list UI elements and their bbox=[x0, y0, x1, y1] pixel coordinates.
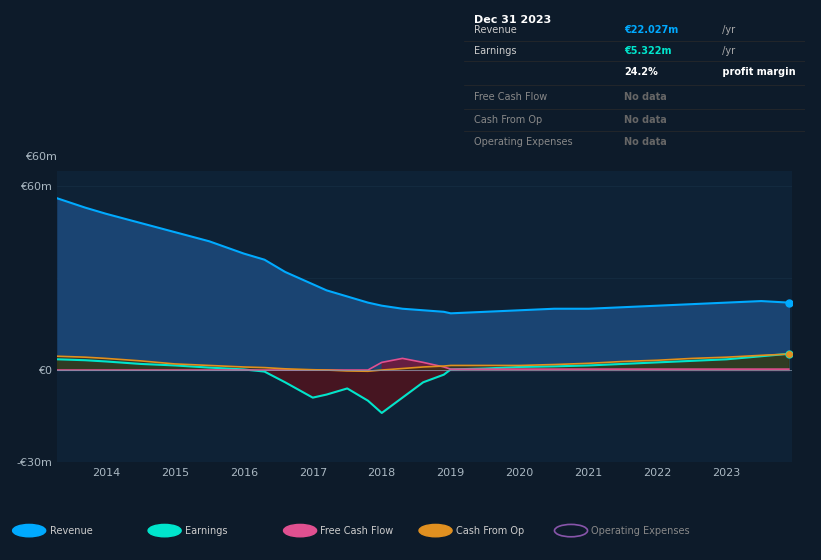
Text: Cash From Op: Cash From Op bbox=[456, 526, 524, 535]
Circle shape bbox=[419, 524, 452, 537]
Text: Earnings: Earnings bbox=[474, 46, 516, 56]
Text: Free Cash Flow: Free Cash Flow bbox=[320, 526, 394, 535]
Text: /yr: /yr bbox=[719, 46, 736, 56]
Text: No data: No data bbox=[624, 92, 667, 102]
Text: €5.322m: €5.322m bbox=[624, 46, 672, 56]
Circle shape bbox=[12, 524, 46, 537]
Text: Dec 31 2023: Dec 31 2023 bbox=[474, 15, 552, 25]
Text: Revenue: Revenue bbox=[474, 26, 517, 35]
Circle shape bbox=[148, 524, 181, 537]
Text: No data: No data bbox=[624, 115, 667, 124]
Text: No data: No data bbox=[624, 137, 667, 147]
Text: /yr: /yr bbox=[719, 26, 736, 35]
Text: Operating Expenses: Operating Expenses bbox=[474, 137, 573, 147]
Text: Cash From Op: Cash From Op bbox=[474, 115, 543, 124]
Text: €60m: €60m bbox=[25, 152, 57, 162]
Circle shape bbox=[283, 524, 317, 537]
Text: Operating Expenses: Operating Expenses bbox=[591, 526, 690, 535]
Text: Earnings: Earnings bbox=[185, 526, 227, 535]
Text: 24.2%: 24.2% bbox=[624, 67, 658, 77]
Text: Free Cash Flow: Free Cash Flow bbox=[474, 92, 548, 102]
Text: €22.027m: €22.027m bbox=[624, 26, 678, 35]
Text: Revenue: Revenue bbox=[49, 526, 92, 535]
Text: profit margin: profit margin bbox=[719, 67, 796, 77]
